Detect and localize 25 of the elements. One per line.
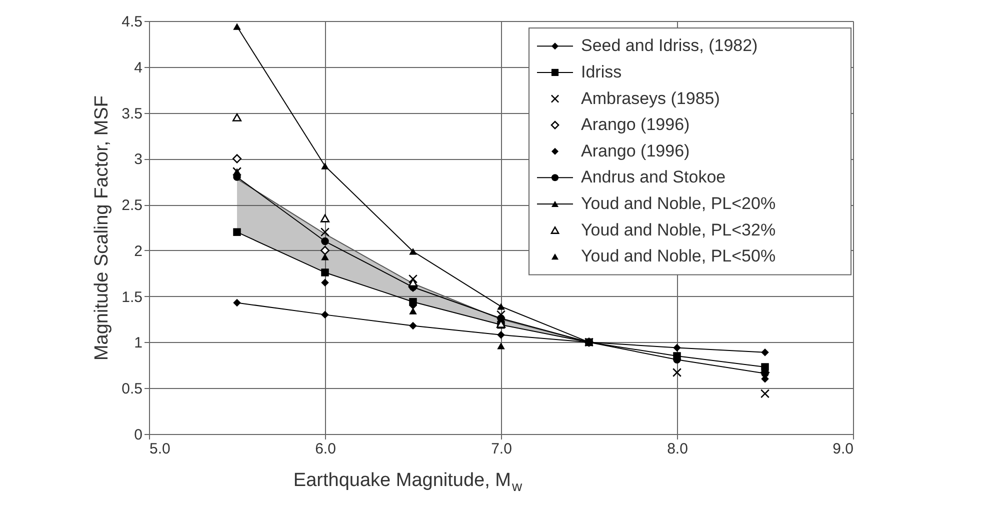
x-tick-label: 6.0: [315, 440, 336, 458]
y-tick-label: 2: [134, 242, 142, 260]
y-tick-label: 4: [134, 59, 142, 76]
legend-label: Arango (1996): [581, 141, 690, 160]
legend-label: Ambraseys (1985): [581, 88, 720, 108]
legend-label: Andrus and Stokoe: [581, 168, 726, 187]
y-tick-label: 3.5: [122, 105, 142, 122]
y-tick-label: 4.5: [122, 14, 142, 30]
y-tick-label: 1: [134, 334, 142, 352]
y-tick-label: 3: [134, 151, 142, 168]
x-tick-label: 8.0: [667, 440, 688, 458]
legend-label: Youd and Noble, PL<32%: [581, 220, 776, 240]
x-tick-label: 9.0: [832, 440, 854, 458]
y-tick-label: 1.5: [122, 288, 142, 306]
x-tick-label: 7.0: [491, 440, 512, 458]
y-axis-title: Magnitude Scaling Factor, MSF: [92, 95, 113, 361]
y-tick-label: 0.5: [122, 380, 142, 398]
legend-label: Arango (1996): [581, 115, 690, 134]
x-tick-label: 5.0: [150, 440, 170, 458]
legend-label: Youd and Noble, PL<20%: [581, 194, 776, 213]
y-tick-label: 0: [134, 426, 142, 444]
legend-label: Idriss: [581, 62, 622, 82]
legend-label: Seed and Idriss, (1982): [581, 36, 758, 56]
legend-label: Youd and Noble, PL<50%: [581, 246, 776, 266]
y-tick-label: 2.5: [122, 197, 142, 214]
